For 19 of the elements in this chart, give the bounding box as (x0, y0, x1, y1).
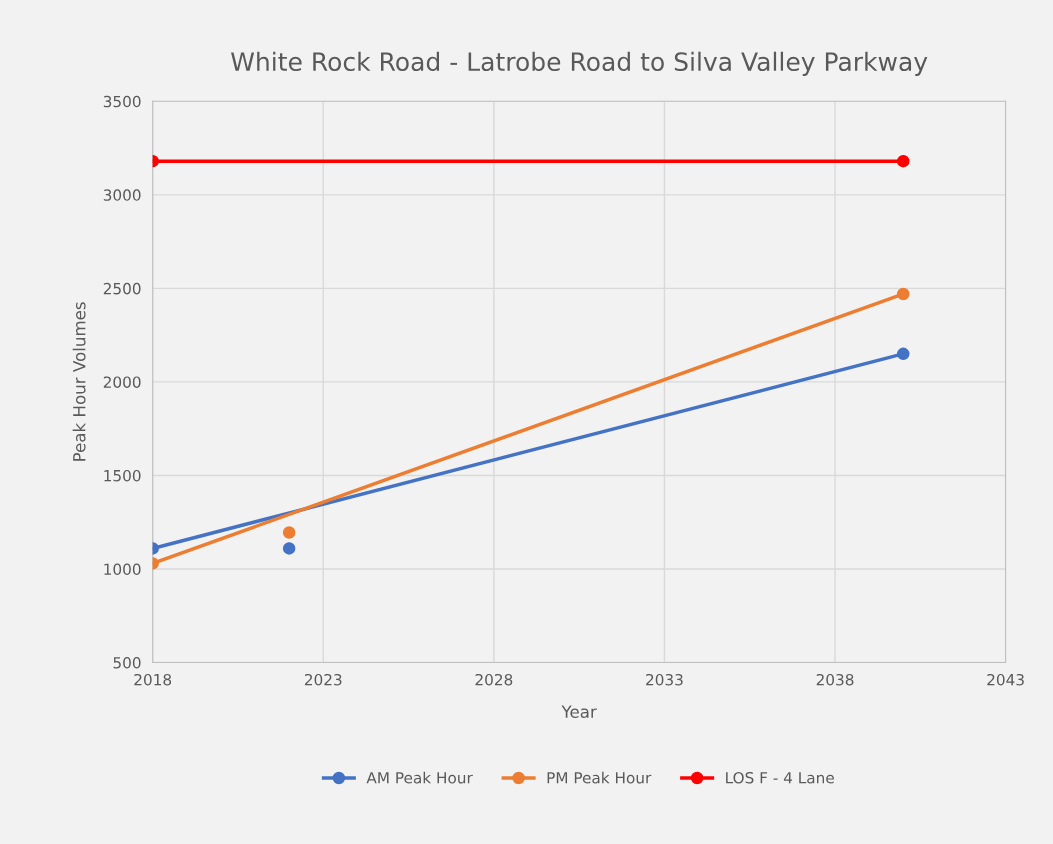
x-tick-label: 2033 (646, 673, 683, 686)
x-tick-label: 2018 (134, 673, 172, 686)
legend-label: LOS F - 4 Lane (726, 771, 834, 784)
y-tick-label: 2500 (103, 282, 141, 295)
x-axis-title: Year (561, 705, 597, 718)
x-tick-label: 2028 (475, 673, 513, 686)
x-tick-label: 2038 (816, 673, 854, 686)
x-tick-label: 2043 (987, 673, 1024, 686)
y-tick-label: 3000 (103, 189, 141, 201)
y-tick-label: 3500 (103, 95, 141, 108)
y-tick-label: 1500 (104, 469, 141, 482)
y-tick-label: 2000 (103, 376, 141, 388)
legend-label: PM Peak Hour (547, 771, 652, 784)
y-tick-label: 1000 (104, 563, 141, 576)
y-tick-label: 500 (113, 657, 141, 669)
legend-label: AM Peak Hour (366, 771, 473, 784)
y-axis-title: Peak Hour Volumes (72, 302, 86, 461)
chart-title: White Rock Road - Latrobe Road to Silva Valley Parkway (231, 51, 928, 76)
x-tick-label: 2023 (304, 673, 342, 686)
